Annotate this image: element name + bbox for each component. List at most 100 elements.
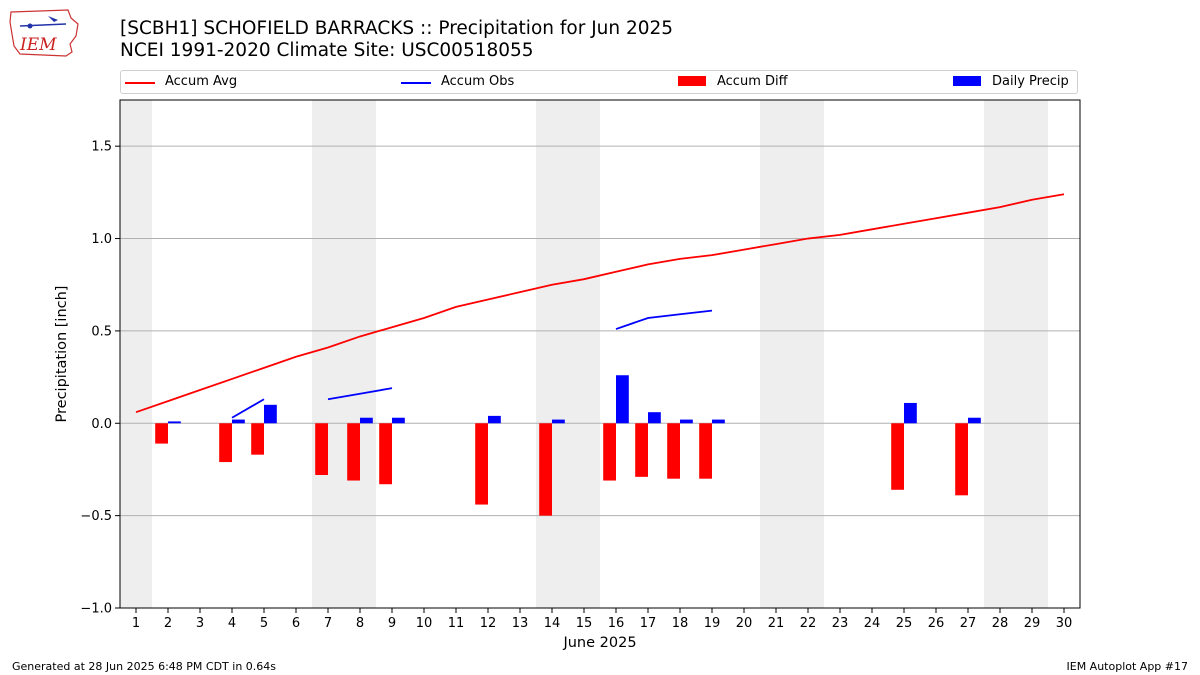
accum-diff-bar-day-25 — [891, 423, 904, 490]
accum-avg-series — [135, 193, 1065, 414]
xtick-label-22: 22 — [800, 616, 817, 631]
legend-swatch-daily-precip — [953, 76, 981, 86]
daily-precip-bar-day-4 — [232, 419, 245, 424]
y-axis-label: Precipitation [inch] — [54, 285, 70, 423]
accum-diff-bar-day-4 — [219, 423, 232, 463]
accum-obs-segment-0 — [231, 398, 265, 419]
xtick-label-25: 25 — [896, 616, 913, 631]
weekend-band-0 — [120, 100, 152, 608]
daily-precip-bar-day-27 — [968, 417, 981, 424]
accum-diff-bar-day-8 — [347, 423, 360, 481]
daily-precip-bar-day-19 — [712, 419, 725, 424]
y-axis-ticks: −1.0 −0.5 0.0 0.5 1.0 1.5 — [80, 140, 120, 617]
ytick-label-3: 0.5 — [91, 324, 112, 339]
logo-text: IEM — [19, 35, 57, 55]
xtick-label-23: 23 — [832, 616, 849, 631]
weekend-shading — [120, 100, 1048, 608]
legend-label-daily-precip: Daily Precip — [992, 74, 1069, 89]
accum-avg-line — [135, 193, 1065, 414]
accum-diff-bar-day-12 — [475, 423, 488, 505]
daily-precip-bar-day-12 — [488, 415, 501, 424]
accum-diff-bar-day-19 — [699, 423, 712, 479]
xtick-label-30: 30 — [1056, 616, 1073, 631]
xtick-label-4: 4 — [228, 616, 236, 631]
daily-precip-bar-day-8 — [360, 417, 373, 424]
accum-diff-bar-day-18 — [667, 423, 680, 479]
footer-app: IEM Autoplot App #17 — [1066, 660, 1189, 673]
xtick-label-15: 15 — [576, 616, 593, 631]
xtick-label-26: 26 — [928, 616, 945, 631]
x-axis-ticks: 1 2 3 4 5 6 7 8 9 10 11 12 13 14 15 16 17 18 19 20 21 22 23 24 2… — [132, 608, 1072, 631]
xtick-label-18: 18 — [672, 616, 689, 631]
weekend-band-2 — [536, 100, 600, 608]
daily-precip-bar-day-17 — [648, 412, 661, 424]
xtick-label-24: 24 — [864, 616, 881, 631]
accum-diff-bar-day-7 — [315, 423, 328, 475]
xtick-label-7: 7 — [324, 616, 332, 631]
xtick-label-11: 11 — [448, 616, 465, 631]
ytick-label-2: 0.0 — [91, 417, 112, 432]
xtick-label-14: 14 — [544, 616, 561, 631]
daily-precip-bars — [168, 375, 981, 424]
legend-label-accum-obs: Accum Obs — [441, 74, 515, 89]
xtick-label-21: 21 — [768, 616, 785, 631]
ytick-label-5: 1.5 — [91, 140, 112, 155]
legend-label-accum-diff: Accum Diff — [717, 74, 788, 89]
accum-diff-bar-day-14 — [539, 423, 552, 516]
xtick-label-29: 29 — [1024, 616, 1041, 631]
legend-swatch-accum-avg — [125, 82, 155, 84]
xtick-label-9: 9 — [388, 616, 396, 631]
accum-diff-bar-day-2 — [155, 423, 168, 444]
weekend-band-4 — [984, 100, 1048, 608]
xtick-label-1: 1 — [132, 616, 140, 631]
xtick-label-12: 12 — [480, 616, 497, 631]
xtick-label-19: 19 — [704, 616, 721, 631]
xtick-label-16: 16 — [608, 616, 625, 631]
xtick-label-6: 6 — [292, 616, 300, 631]
accum-obs-lines — [231, 309, 713, 419]
accum-obs-segment-2 — [615, 309, 713, 330]
daily-precip-bar-day-18 — [680, 419, 693, 424]
accum-diff-bar-day-17 — [635, 423, 648, 477]
accum-diff-bar-day-16 — [603, 423, 616, 481]
daily-precip-bar-day-25 — [904, 402, 917, 424]
legend-swatch-accum-diff — [678, 76, 706, 86]
daily-precip-bar-day-5 — [264, 404, 277, 424]
xtick-label-27: 27 — [960, 616, 977, 631]
plot-frame — [119, 99, 1081, 609]
xtick-label-3: 3 — [196, 616, 204, 631]
weekend-band-1 — [312, 100, 376, 608]
legend-swatch-accum-obs — [401, 82, 431, 84]
daily-precip-bar-day-16 — [616, 375, 629, 424]
daily-precip-bar-day-14 — [552, 419, 565, 424]
ytick-label-1: −0.5 — [80, 509, 112, 524]
legend: Accum Avg Accum Obs Accum Diff Daily Pre… — [120, 70, 1078, 94]
chart-subtitle: NCEI 1991-2020 Climate Site: USC00518055 — [120, 40, 534, 61]
legend-label-accum-avg: Accum Avg — [165, 74, 238, 89]
daily-precip-bar-day-2 — [168, 421, 181, 424]
ytick-label-4: 1.0 — [91, 232, 112, 247]
gridlines — [120, 145, 1080, 609]
x-axis-label: June 2025 — [563, 635, 637, 651]
daily-precip-bar-day-9 — [392, 417, 405, 424]
xtick-label-17: 17 — [640, 616, 657, 631]
weekend-band-3 — [760, 100, 824, 608]
xtick-label-8: 8 — [356, 616, 364, 631]
xtick-label-13: 13 — [512, 616, 529, 631]
iem-logo: IEM — [9, 9, 79, 57]
xtick-label-5: 5 — [260, 616, 268, 631]
xtick-label-10: 10 — [416, 616, 433, 631]
accum-diff-bar-day-5 — [251, 423, 264, 455]
accum-diff-bar-day-27 — [955, 423, 968, 496]
footer-generated: Generated at 28 Jun 2025 6:48 PM CDT in … — [12, 660, 277, 673]
ytick-label-0: −1.0 — [80, 602, 112, 617]
chart-title: [SCBH1] SCHOFIELD BARRACKS :: Precipitat… — [120, 18, 674, 39]
accum-diff-bar-day-9 — [379, 423, 392, 485]
iowa-outline-icon — [9, 9, 79, 57]
xtick-label-28: 28 — [992, 616, 1009, 631]
xtick-label-2: 2 — [164, 616, 172, 631]
xtick-label-20: 20 — [736, 616, 753, 631]
accum-diff-bars — [155, 423, 968, 516]
accum-obs-segment-1 — [327, 387, 393, 401]
